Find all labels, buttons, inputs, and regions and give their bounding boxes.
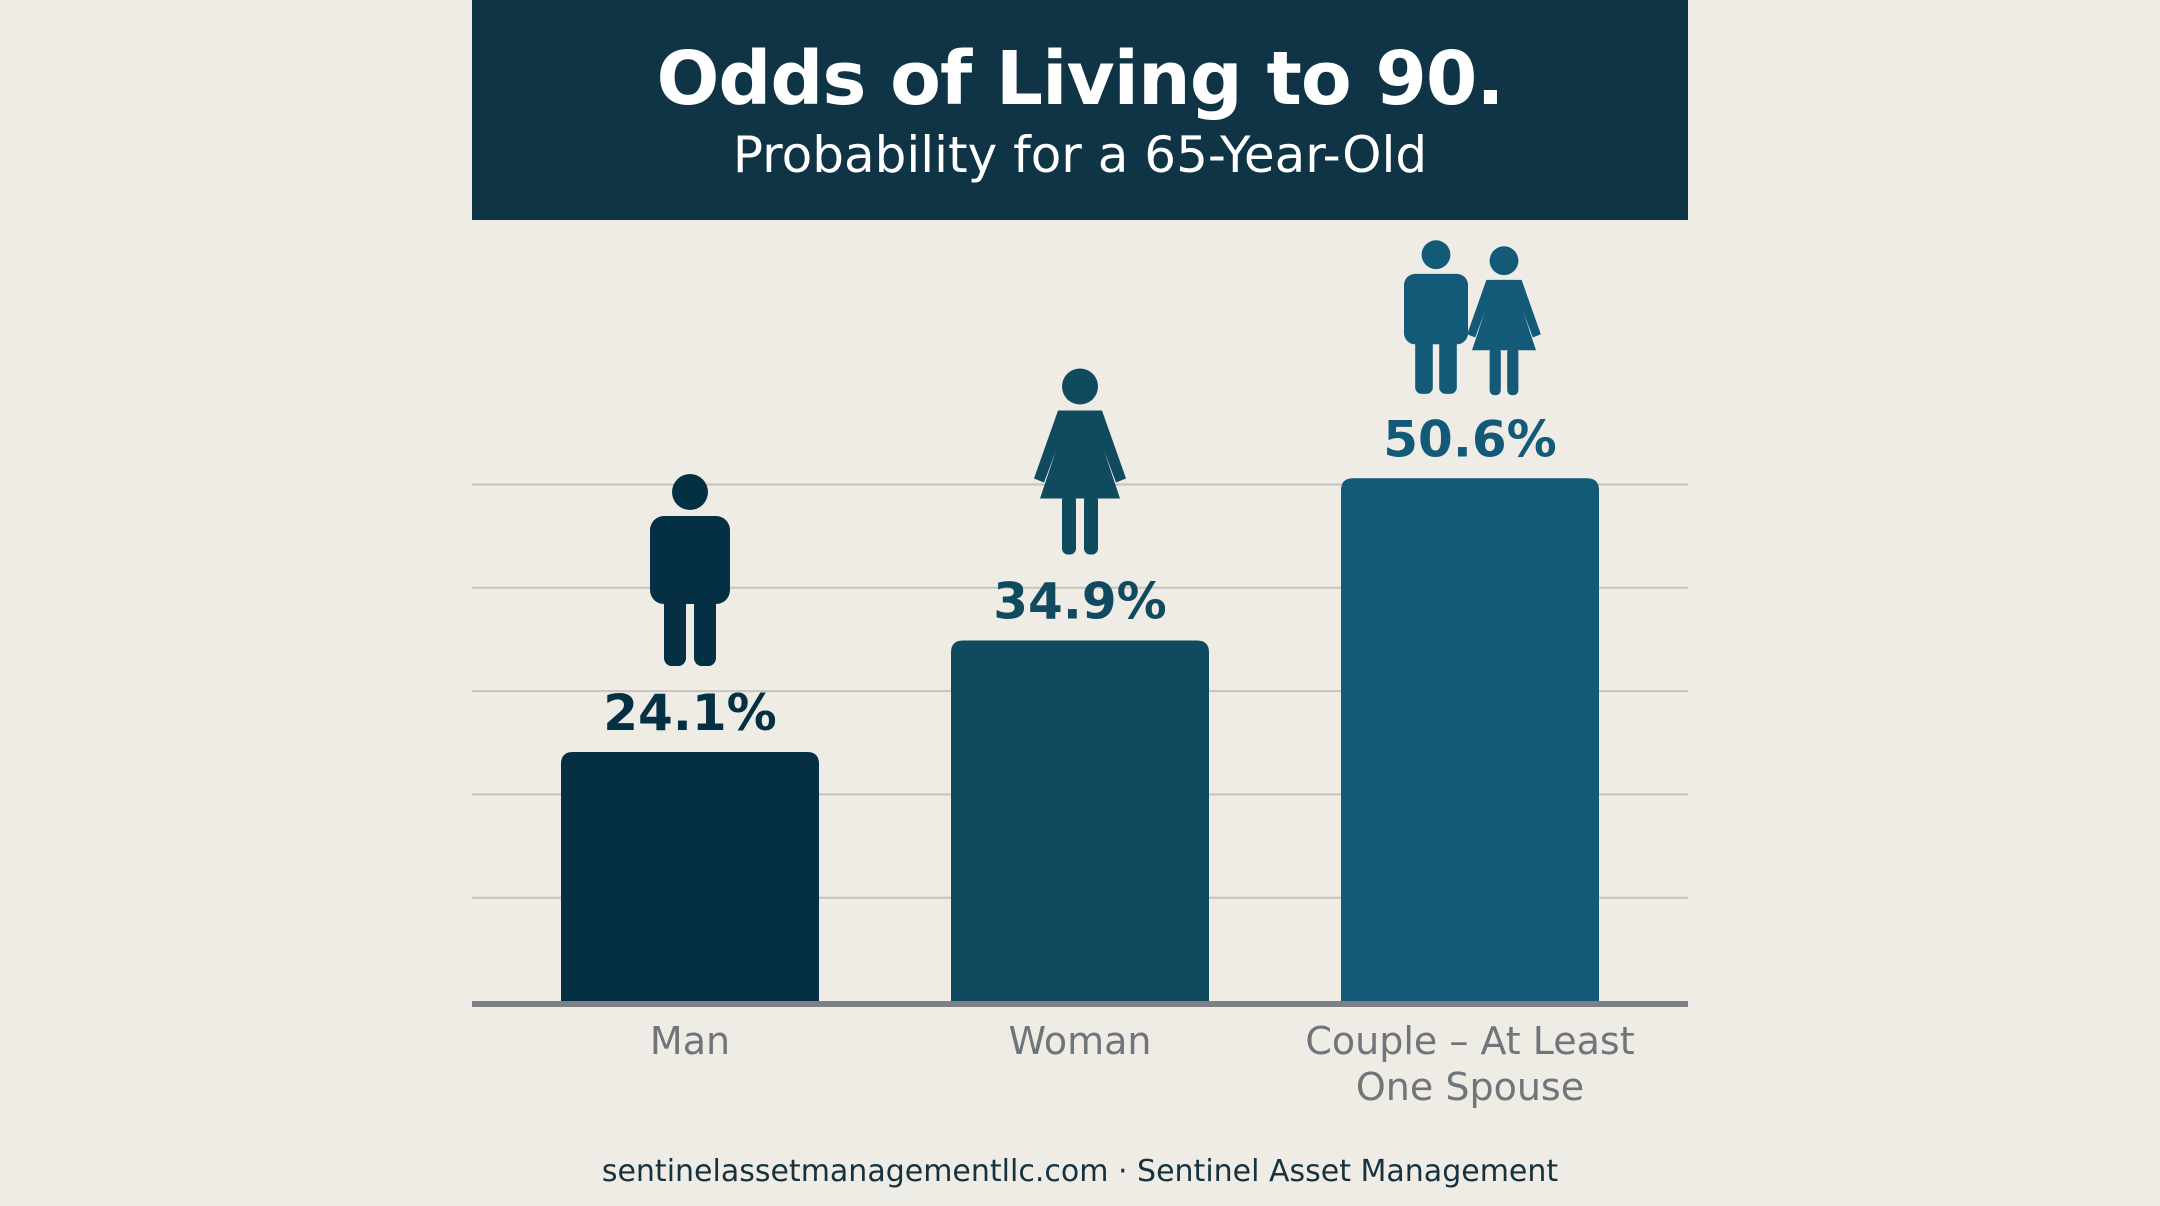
bar-man [561, 752, 819, 1001]
value-label: 34.9% [993, 572, 1166, 630]
couple-icon [1404, 240, 1541, 396]
category-label: Couple – At Least One Spouse [1305, 1019, 1634, 1109]
man-icon [650, 474, 730, 667]
value-label: 24.1% [603, 684, 776, 742]
category-label: Woman [1009, 1019, 1152, 1063]
bar-couple [1341, 478, 1599, 1001]
title-banner: Odds of Living to 90. Probability for a … [472, 0, 1688, 220]
value-label: 50.6% [1383, 410, 1556, 468]
bar-woman [951, 640, 1209, 1001]
category-label: Man [650, 1019, 730, 1063]
chart-subtitle: Probability for a 65-Year-Old [732, 126, 1428, 184]
chart-title: Odds of Living to 90. [656, 36, 1504, 122]
woman-icon [1034, 368, 1126, 555]
footer-credit: sentinelassetmanagementllc.com · Sentine… [601, 1154, 1559, 1189]
